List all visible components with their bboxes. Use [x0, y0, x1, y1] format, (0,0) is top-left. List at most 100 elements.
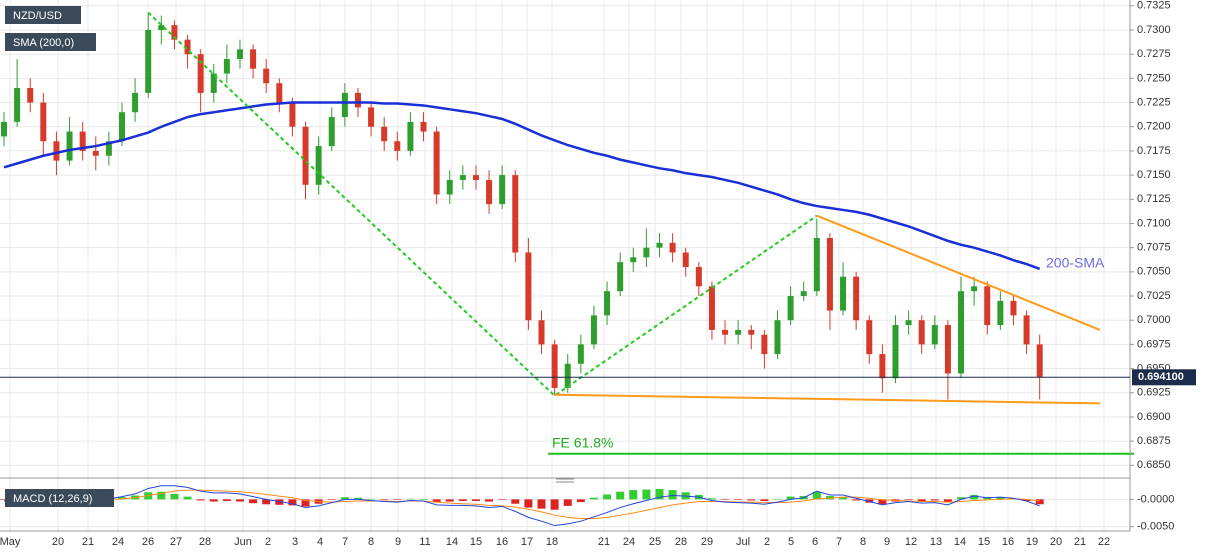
- candle-body: [433, 131, 440, 195]
- x-tick-label: 26: [142, 536, 154, 548]
- candle-body: [328, 117, 335, 147]
- x-tick-label: 8: [860, 536, 866, 548]
- candle-body: [551, 344, 558, 388]
- y-tick-label: 0.7000: [1137, 314, 1171, 326]
- candle-body: [118, 112, 125, 142]
- x-tick-label: 8: [368, 536, 374, 548]
- macd-histogram-bar: [721, 499, 730, 500]
- macd-histogram-bar: [301, 499, 310, 507]
- candle-body: [997, 300, 1004, 326]
- candle-body: [774, 320, 781, 355]
- macd-box: [5, 489, 114, 507]
- candle-body: [577, 344, 584, 364]
- macd-histogram-bar: [707, 498, 716, 500]
- macd-histogram-bar: [550, 499, 559, 510]
- x-tick-label: 24: [623, 536, 635, 548]
- x-tick-label: 22: [1098, 536, 1110, 548]
- candle-body: [132, 92, 139, 113]
- y-tick-label: 0.7250: [1137, 72, 1171, 84]
- candle-body: [171, 25, 178, 40]
- candle-body: [761, 334, 768, 355]
- candle-body: [840, 276, 847, 311]
- y-tick-label: 0.7275: [1137, 48, 1171, 60]
- candle-body: [250, 49, 257, 69]
- macd-histogram-bar: [996, 497, 1005, 500]
- candle-body: [879, 354, 886, 379]
- candle-body: [853, 276, 860, 321]
- y-tick-label: 0.7050: [1137, 266, 1171, 278]
- candle-body: [368, 107, 375, 127]
- candle-body: [813, 237, 820, 292]
- macd-histogram-bar: [589, 497, 598, 500]
- macd-histogram-bar: [471, 499, 480, 501]
- candle-body: [708, 286, 715, 330]
- y-tick-label: 0.6900: [1137, 411, 1171, 423]
- x-tick-label: 15: [978, 536, 990, 548]
- macd-histogram-bar: [1022, 499, 1031, 501]
- macd-histogram-bar: [170, 493, 179, 500]
- candle-body: [158, 25, 165, 30]
- x-tick-label: 13: [930, 536, 942, 548]
- macd-histogram-bar: [616, 491, 625, 500]
- macd-histogram-bar: [576, 499, 585, 503]
- macd-histogram-bar: [878, 499, 887, 505]
- candle-body: [971, 286, 978, 292]
- candle-body: [918, 320, 925, 345]
- x-tick-label: 7: [836, 536, 842, 548]
- x-tick-label: May: [0, 536, 21, 548]
- macd-label: MACD (12,26,9): [13, 493, 92, 505]
- macd-histogram-bar: [432, 499, 441, 503]
- macd-histogram-bar: [970, 495, 979, 500]
- x-tick-label: 14: [446, 536, 458, 548]
- macd-histogram-bar: [419, 499, 428, 500]
- x-tick-label: 4: [317, 536, 323, 548]
- macd-histogram-bar: [852, 499, 861, 501]
- symbol-label: NZD/USD: [13, 10, 62, 22]
- x-tick-label: 16: [1002, 536, 1014, 548]
- macd-histogram-bar: [812, 491, 821, 500]
- candle-body: [145, 29, 152, 93]
- candle-body: [525, 252, 532, 321]
- sma-line: [3, 101, 1041, 271]
- macd-histogram-bar: [340, 497, 349, 500]
- x-tick-label: 12: [905, 536, 917, 548]
- candle-body: [1, 121, 7, 137]
- x-tick-label: 20: [52, 536, 64, 548]
- candle-body: [184, 39, 191, 55]
- x-tick-label: 9: [395, 536, 401, 548]
- macd-histogram-bar: [524, 499, 533, 508]
- x-tick-label: 11: [419, 536, 430, 548]
- y-tick-label: 0.7300: [1137, 24, 1171, 36]
- trend-line: [147, 11, 818, 397]
- candle-body: [564, 363, 571, 388]
- macd-histogram-bar: [222, 499, 231, 501]
- macd-histogram-bar: [157, 491, 166, 500]
- macd-histogram-bar: [747, 499, 756, 501]
- candle-body: [931, 325, 938, 345]
- x-tick-label: 15: [470, 536, 482, 548]
- macd-histogram-bar: [629, 490, 638, 500]
- candle-body: [735, 329, 742, 335]
- candle-body: [40, 102, 47, 142]
- x-tick-label: 2: [265, 536, 271, 548]
- macd-histogram-bar: [930, 499, 939, 501]
- candle-body: [604, 291, 611, 316]
- trend-line: [816, 214, 1101, 331]
- candle-body: [92, 150, 99, 156]
- candle-body: [486, 179, 493, 205]
- macd-histogram-bar: [445, 499, 454, 502]
- x-tick-label: 3: [292, 536, 298, 548]
- macd-histogram-bar: [668, 490, 677, 500]
- candle-body: [407, 121, 414, 151]
- candle-body: [682, 252, 689, 268]
- macd-line: [3, 485, 1040, 527]
- x-tick-label: 20: [1050, 536, 1062, 548]
- macd-histogram-bar: [209, 499, 218, 502]
- macd-histogram-bar: [406, 498, 415, 500]
- macd-histogram-bar: [1035, 499, 1044, 505]
- macd-histogram-bar: [275, 499, 284, 505]
- candle-body: [499, 175, 506, 205]
- candle-body: [512, 175, 519, 253]
